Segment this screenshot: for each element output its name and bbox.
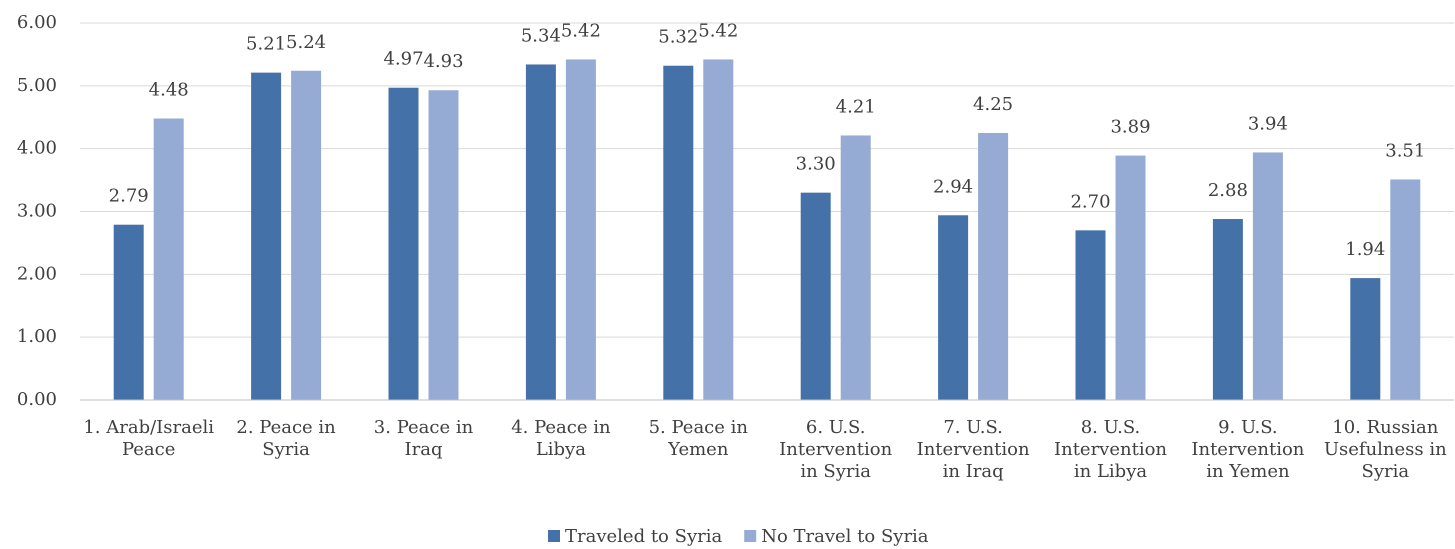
data-label: 4.97: [383, 49, 423, 70]
y-tick-label: 1.00: [17, 326, 57, 347]
data-label: 4.21: [836, 96, 876, 117]
x-tick-label: 3. Peace in Iraq: [373, 417, 474, 460]
bar: [840, 135, 871, 400]
data-label: 5.32: [658, 27, 698, 48]
data-label: 5.34: [521, 25, 561, 46]
bar: [565, 59, 596, 401]
bar: [938, 215, 969, 400]
data-label: 3.89: [1110, 117, 1150, 138]
x-tick-label: 7. U.S. Intervention in Iraq: [916, 417, 1030, 482]
x-tick-label: 6. U.S. Intervention in Syria: [779, 417, 893, 482]
data-label: 5.42: [561, 20, 601, 41]
y-tick-label: 3.00: [17, 201, 57, 222]
legend-label: No Travel to Syria: [761, 526, 929, 547]
data-label: 5.24: [286, 32, 326, 53]
legend-label: Traveled to Syria: [565, 526, 722, 547]
x-tick-label: 9. U.S. Intervention in Yemen: [1191, 417, 1305, 482]
bar: [291, 70, 322, 401]
legend-swatch: [744, 530, 757, 542]
bar: [251, 72, 282, 400]
data-label: 5.21: [246, 34, 286, 55]
data-label: 4.93: [423, 51, 463, 72]
bar: [1350, 278, 1381, 400]
data-label: 2.88: [1208, 180, 1248, 201]
y-tick-label: 2.00: [17, 263, 57, 284]
data-label: 3.30: [796, 154, 836, 175]
data-label: 2.70: [1070, 191, 1110, 212]
bar: [1075, 230, 1106, 400]
y-tick-label: 6.00: [17, 12, 57, 33]
x-tick-label: 8. U.S. Intervention in Libya: [1053, 417, 1168, 482]
data-label: 4.25: [973, 94, 1013, 115]
bar: [153, 118, 184, 401]
bar: [663, 65, 694, 400]
x-tick-label: 10. Russian Usefulness in Syria: [1323, 417, 1447, 482]
data-label: 3.51: [1385, 140, 1425, 161]
legend-swatch: [548, 530, 560, 542]
data-label: 2.94: [933, 176, 973, 197]
bar: [1212, 219, 1243, 400]
x-tick-label: 4. Peace in Libya: [511, 417, 611, 460]
data-label: 3.94: [1248, 113, 1288, 134]
bar: [113, 224, 144, 400]
x-tick-label: 5. Peace in Yemen: [648, 417, 748, 460]
bar: [388, 87, 419, 401]
data-label: 1.94: [1345, 239, 1385, 260]
bar: [800, 192, 831, 400]
bar: [978, 132, 1009, 401]
bar: [428, 90, 459, 401]
y-tick-label: 0.00: [17, 389, 57, 410]
bar: [1252, 152, 1283, 400]
data-label: 4.48: [149, 80, 189, 101]
bar: [703, 59, 734, 401]
bar: [1390, 179, 1421, 400]
bar: [525, 64, 556, 400]
data-label: 5.42: [698, 20, 738, 41]
data-label: 2.79: [109, 186, 149, 207]
x-tick-label: 1. Arab/Israeli Peace: [83, 417, 215, 460]
y-tick-label: 4.00: [17, 138, 57, 159]
y-tick-label: 5.00: [17, 75, 57, 96]
bar: [1115, 155, 1146, 400]
x-tick-label: 2. Peace in Syria: [236, 417, 336, 460]
